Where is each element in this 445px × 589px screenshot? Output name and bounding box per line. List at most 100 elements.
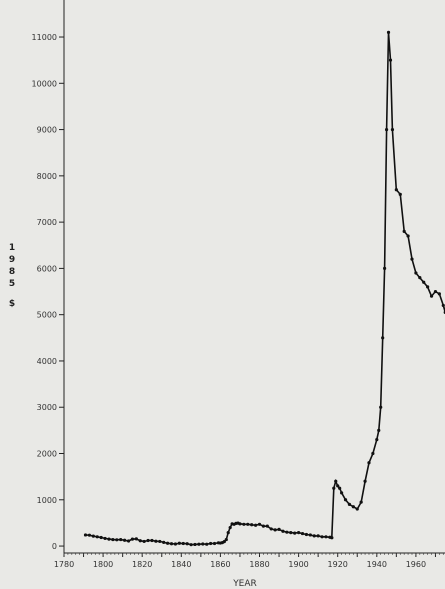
data-point xyxy=(242,522,246,526)
data-point xyxy=(134,537,138,541)
data-point xyxy=(226,531,230,535)
data-point xyxy=(201,542,205,546)
data-point xyxy=(154,539,158,543)
data-point xyxy=(103,536,107,541)
data-point xyxy=(371,451,375,456)
x-tick-label: 1960 xyxy=(406,560,426,569)
x-tick-label: 1780 xyxy=(54,560,74,569)
y-label-glyph: 9 xyxy=(9,255,15,265)
data-points xyxy=(83,30,445,547)
y-tick-label: 2000 xyxy=(37,450,57,459)
data-point xyxy=(224,537,228,542)
data-point xyxy=(91,534,95,538)
data-point xyxy=(386,30,391,34)
x-tick-label: 1880 xyxy=(249,560,269,569)
x-tick-label: 1840 xyxy=(171,560,191,569)
y-tick-label: 3000 xyxy=(37,403,57,412)
data-point xyxy=(367,461,371,465)
data-point xyxy=(394,188,398,192)
data-point xyxy=(330,536,334,540)
data-point xyxy=(379,405,383,409)
y-tick-label: 11000 xyxy=(32,33,57,42)
data-point xyxy=(130,537,135,541)
data-point xyxy=(277,527,281,531)
data-point xyxy=(265,524,269,528)
x-tick-label: 1920 xyxy=(328,560,348,569)
data-point xyxy=(185,542,189,546)
y-tick-label: 5000 xyxy=(37,311,57,320)
data-point xyxy=(162,540,166,544)
data-point xyxy=(158,539,162,544)
data-point xyxy=(142,539,146,544)
data-point xyxy=(383,266,387,271)
data-point xyxy=(193,542,197,547)
y-label-glyph: 8 xyxy=(9,267,15,277)
data-point xyxy=(343,498,348,502)
y-tick-label: 4000 xyxy=(37,357,57,366)
x-tick-label: 1800 xyxy=(93,560,113,569)
data-point xyxy=(177,541,181,545)
data-point xyxy=(332,486,336,490)
data-point xyxy=(257,522,262,526)
data-point xyxy=(422,280,426,284)
y-axis-label: 1 9 8 5 $ xyxy=(9,243,15,309)
data-point xyxy=(126,539,131,543)
data-point xyxy=(107,537,111,541)
data-point xyxy=(293,531,297,535)
data-point xyxy=(209,541,213,546)
y-label-glyph: $ xyxy=(9,299,15,309)
data-point xyxy=(269,527,273,531)
data-point xyxy=(410,257,414,261)
data-point xyxy=(285,530,289,534)
y-tick-label: 6000 xyxy=(37,264,57,273)
data-point xyxy=(181,541,185,546)
data-point xyxy=(173,542,178,546)
data-point xyxy=(336,484,340,488)
data-point xyxy=(212,541,217,546)
data-point xyxy=(253,523,258,527)
data-point xyxy=(351,505,355,509)
data-point xyxy=(429,294,434,298)
data-point xyxy=(297,531,301,535)
data-point xyxy=(205,542,209,546)
data-point xyxy=(138,539,142,543)
data-point xyxy=(338,486,342,490)
data-point xyxy=(111,537,115,542)
data-point xyxy=(261,524,266,528)
data-point xyxy=(320,535,324,539)
data-point xyxy=(433,289,438,294)
data-point xyxy=(304,532,309,537)
data-point xyxy=(99,535,103,540)
x-axis-label: YEAR xyxy=(232,579,257,589)
data-point xyxy=(300,531,305,536)
data-point xyxy=(273,528,277,532)
data-point xyxy=(388,58,393,62)
data-point xyxy=(197,542,201,546)
data-point xyxy=(87,533,92,537)
data-point xyxy=(238,522,242,526)
data-point xyxy=(363,479,367,483)
y-tick-label: 7000 xyxy=(37,218,57,227)
y-tick-label: 1000 xyxy=(37,496,57,505)
data-point xyxy=(281,529,285,533)
data-point xyxy=(384,127,389,132)
data-point xyxy=(308,533,312,537)
data-point xyxy=(377,428,381,432)
x-tick-label: 1820 xyxy=(132,560,152,569)
data-point xyxy=(312,534,316,538)
data-point xyxy=(375,438,379,442)
data-point xyxy=(414,271,418,275)
data-point xyxy=(334,479,338,483)
data-point xyxy=(289,531,293,535)
data-point xyxy=(340,491,344,495)
data-point xyxy=(83,533,88,537)
y-label-glyph: 1 xyxy=(9,243,15,253)
data-point xyxy=(119,537,123,542)
data-point xyxy=(324,535,328,539)
data-point xyxy=(441,303,445,308)
data-point xyxy=(316,534,320,538)
data-point xyxy=(418,276,422,280)
data-point xyxy=(402,229,406,233)
x-tick-label: 1860 xyxy=(210,560,230,569)
